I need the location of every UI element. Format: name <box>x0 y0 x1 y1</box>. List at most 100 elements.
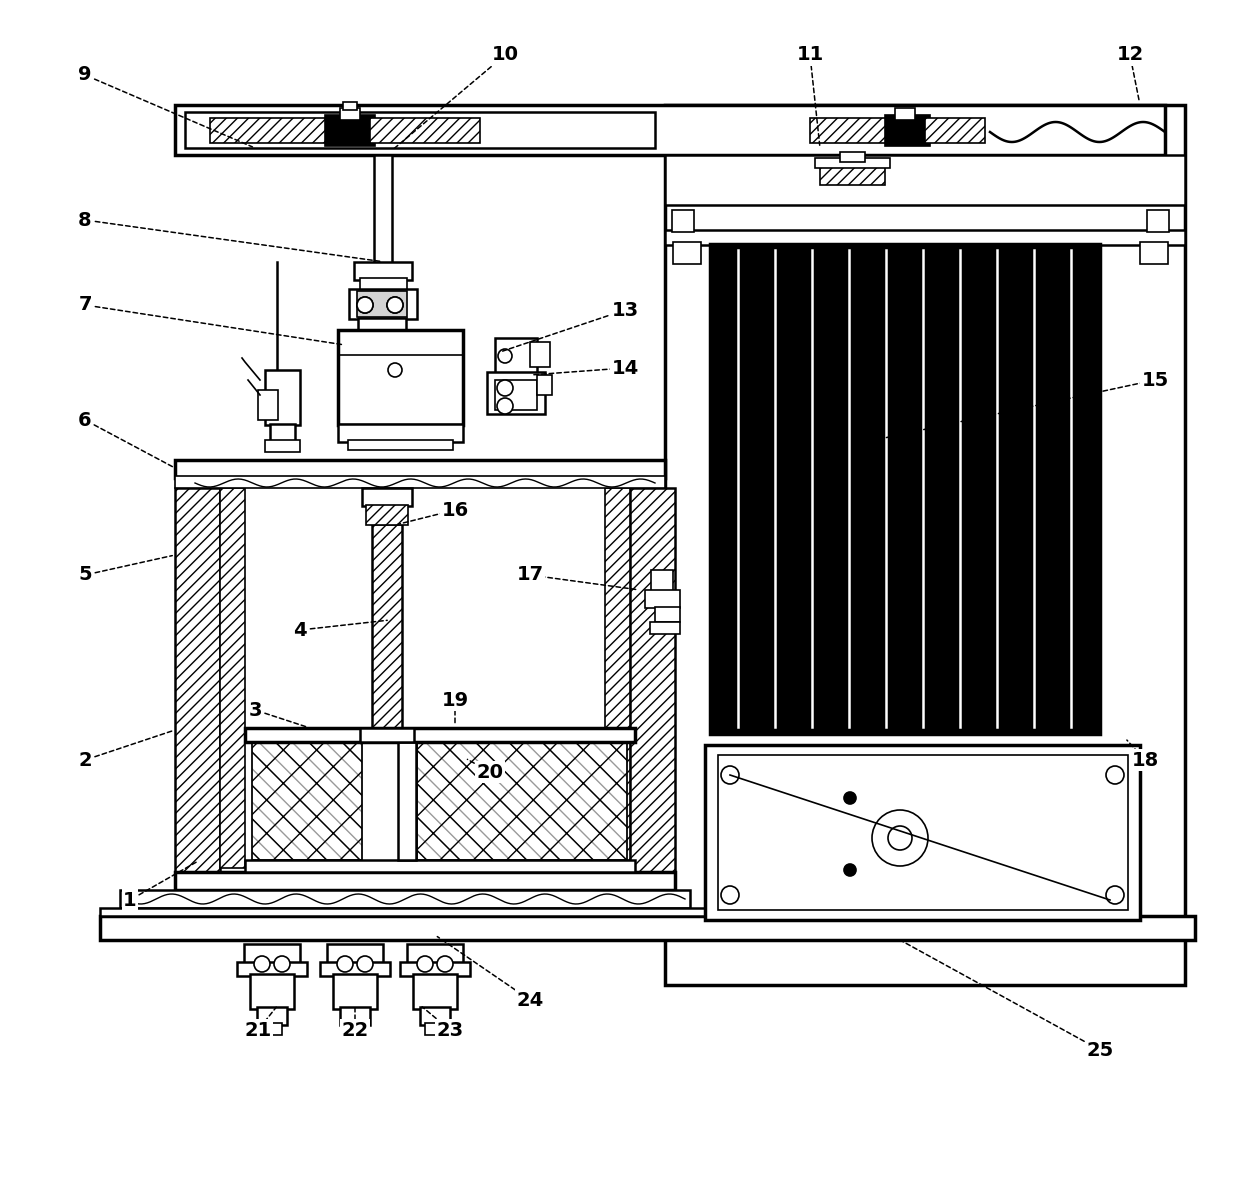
Bar <box>258 391 278 420</box>
Text: 6: 6 <box>78 411 92 430</box>
Bar <box>252 742 362 861</box>
Bar <box>718 755 1128 910</box>
Text: 19: 19 <box>441 691 469 710</box>
Bar <box>839 152 866 161</box>
Text: 4: 4 <box>293 621 306 640</box>
Text: 3: 3 <box>248 700 262 719</box>
Text: 13: 13 <box>611 300 639 319</box>
Bar <box>820 163 885 185</box>
Text: 20: 20 <box>476 762 503 781</box>
Bar <box>529 342 551 367</box>
Bar <box>885 115 930 146</box>
Bar <box>645 590 680 608</box>
Text: 21: 21 <box>244 1021 272 1040</box>
Bar <box>358 318 405 332</box>
Text: 16: 16 <box>441 501 469 520</box>
Bar <box>417 742 627 861</box>
Bar <box>185 112 655 148</box>
Text: 23: 23 <box>436 1021 464 1040</box>
Text: 2: 2 <box>78 750 92 769</box>
Bar <box>175 104 1166 155</box>
Circle shape <box>357 297 373 313</box>
Bar <box>265 370 300 425</box>
Text: 18: 18 <box>1131 750 1158 769</box>
Bar <box>357 291 407 317</box>
Bar <box>250 975 294 1009</box>
Bar <box>210 118 330 142</box>
Bar <box>487 372 546 414</box>
Bar <box>246 488 605 868</box>
Bar <box>265 440 300 452</box>
Circle shape <box>498 349 512 363</box>
Bar <box>175 872 675 890</box>
Bar <box>895 108 915 120</box>
Bar <box>175 488 219 888</box>
Bar <box>417 742 627 861</box>
Bar <box>665 155 1185 205</box>
Bar <box>366 504 408 525</box>
Bar <box>320 961 391 976</box>
Bar <box>237 961 308 976</box>
Bar <box>353 262 412 280</box>
Bar <box>175 461 665 478</box>
Bar <box>605 488 630 868</box>
Circle shape <box>872 810 928 867</box>
Bar <box>425 1023 445 1035</box>
Circle shape <box>1106 766 1123 783</box>
Bar <box>345 1023 365 1035</box>
Bar <box>339 330 463 425</box>
Bar <box>257 1007 286 1026</box>
Bar <box>372 523 402 729</box>
Bar <box>398 742 415 861</box>
Bar <box>650 622 680 634</box>
Bar <box>706 745 1140 920</box>
Bar <box>537 375 552 395</box>
Bar <box>327 944 383 964</box>
Bar <box>673 242 701 264</box>
Bar <box>219 488 246 868</box>
Bar <box>175 476 665 488</box>
Bar <box>246 728 635 742</box>
Circle shape <box>254 956 270 972</box>
Bar <box>495 338 537 373</box>
Text: 12: 12 <box>1116 45 1143 64</box>
Bar <box>401 961 470 976</box>
Text: 11: 11 <box>796 45 823 64</box>
Circle shape <box>720 766 739 783</box>
Circle shape <box>357 297 373 313</box>
Bar <box>339 424 463 442</box>
Circle shape <box>387 297 403 313</box>
Text: 10: 10 <box>491 45 518 64</box>
Bar <box>810 118 890 142</box>
Bar <box>340 108 360 120</box>
Bar <box>246 861 635 872</box>
Bar <box>334 975 377 1009</box>
Circle shape <box>274 956 290 972</box>
Text: 15: 15 <box>1141 370 1168 389</box>
Circle shape <box>497 398 513 414</box>
Circle shape <box>357 956 373 972</box>
Circle shape <box>1106 886 1123 904</box>
Text: 9: 9 <box>78 65 92 84</box>
Bar <box>1147 210 1169 231</box>
Bar <box>270 424 295 442</box>
Bar <box>360 278 407 290</box>
Bar <box>655 607 680 622</box>
Bar <box>925 118 985 142</box>
Bar <box>100 916 1195 940</box>
Circle shape <box>436 956 453 972</box>
Bar <box>420 1007 450 1026</box>
Text: 5: 5 <box>78 565 92 584</box>
Text: 25: 25 <box>1086 1041 1114 1060</box>
Bar <box>651 570 673 595</box>
Text: 1: 1 <box>123 890 136 909</box>
Bar <box>665 230 1185 245</box>
Bar <box>1140 242 1168 264</box>
Bar <box>343 102 357 110</box>
Text: 8: 8 <box>78 210 92 229</box>
Bar <box>360 728 414 742</box>
Bar <box>120 890 689 908</box>
Bar <box>495 380 537 410</box>
Bar <box>340 1007 370 1026</box>
Bar <box>252 742 362 861</box>
